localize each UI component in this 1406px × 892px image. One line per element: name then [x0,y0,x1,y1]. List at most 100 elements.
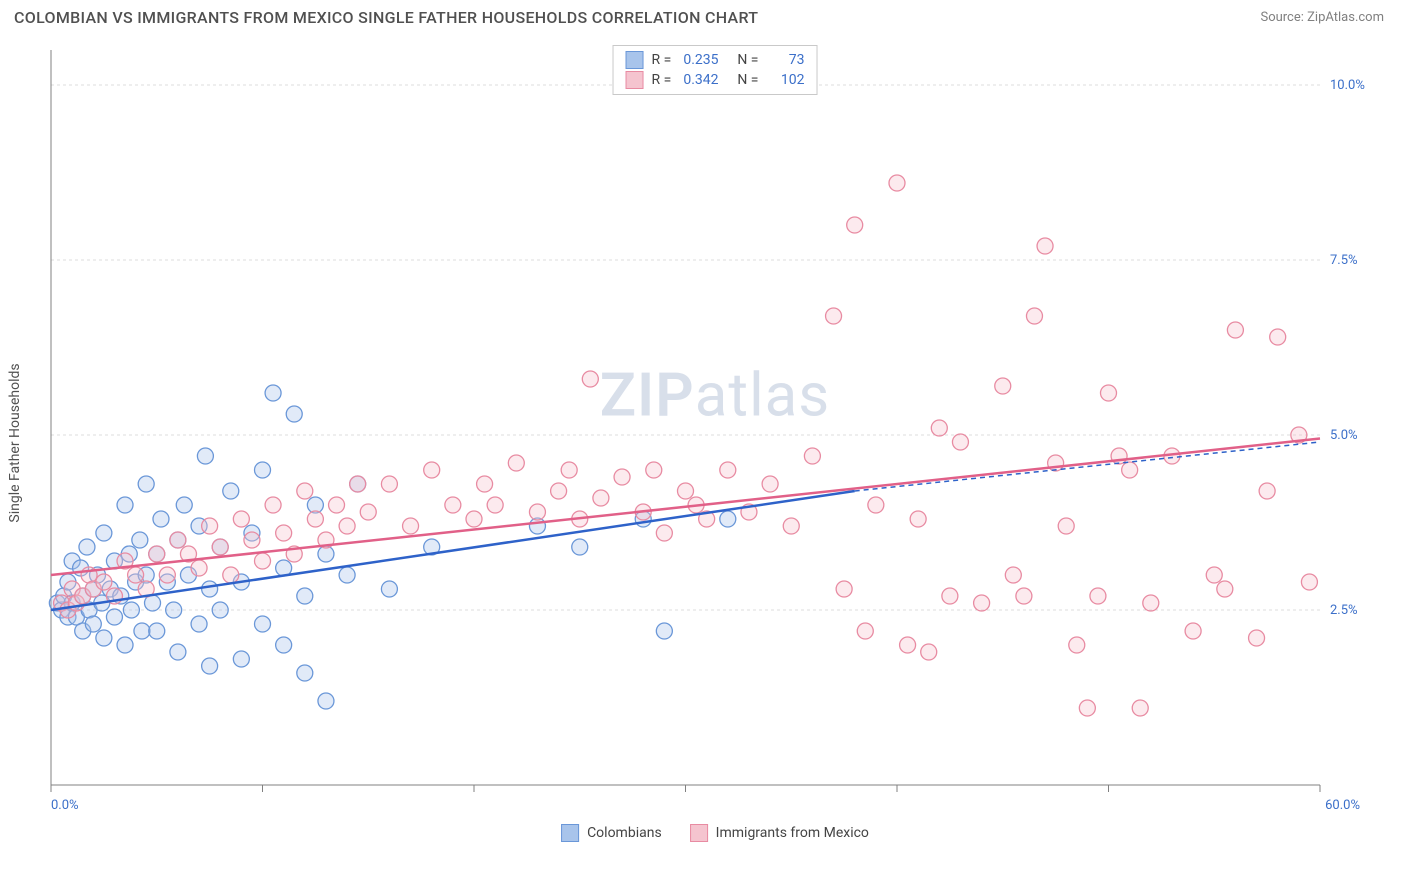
data-point [403,518,419,534]
data-point [255,553,271,569]
data-point [1270,329,1286,345]
data-point [1206,567,1222,583]
data-point [339,518,355,534]
y-axis-label: Single Father Households [7,363,23,522]
data-point [424,462,440,478]
data-point [995,378,1011,394]
legend-swatch-colombians-icon [561,824,579,842]
data-point [942,588,958,604]
data-point [826,308,842,324]
data-point [900,637,916,653]
data-point [921,644,937,660]
data-point [487,497,503,513]
data-point [656,525,672,541]
legend-swatch-mexico [626,71,644,89]
data-point [170,644,186,660]
data-point [96,630,112,646]
x-tick-label: 60.0% [1325,798,1360,813]
data-point [96,574,112,590]
data-point [255,616,271,632]
data-point [223,483,239,499]
data-point [1122,462,1138,478]
data-point [1101,385,1117,401]
data-point [197,448,213,464]
data-point [551,483,567,499]
data-point [233,511,249,527]
data-point [508,455,524,471]
data-point [1185,623,1201,639]
data-point [1016,588,1032,604]
legend-swatch-colombians [626,51,644,69]
data-point [176,497,192,513]
data-point [153,511,169,527]
data-point [360,504,376,520]
data-point [276,637,292,653]
data-point [286,406,302,422]
data-point [202,518,218,534]
y-tick-label: 7.5% [1330,253,1358,268]
legend-item-colombians: Colombians [561,824,662,842]
data-point [381,581,397,597]
legend-correlation: R = 0.235 N = 73 R = 0.342 N = 102 [613,45,818,95]
data-point [646,462,662,478]
data-point [1005,567,1021,583]
x-tick-label: 0.0% [51,798,79,813]
data-point [297,483,313,499]
data-point [614,469,630,485]
trend-line-colombians-ext [855,442,1320,491]
data-point [678,483,694,499]
data-point [868,497,884,513]
data-point [836,581,852,597]
data-point [117,497,133,513]
data-point [572,539,588,555]
y-tick-label: 5.0% [1330,428,1358,443]
data-point [202,658,218,674]
data-point [212,539,228,555]
data-point [1132,700,1148,716]
data-point [1227,322,1243,338]
data-point [276,525,292,541]
data-point [1037,238,1053,254]
legend-item-mexico: Immigrants from Mexico [690,824,869,842]
data-point [1090,588,1106,604]
data-point [85,616,101,632]
data-point [477,476,493,492]
data-point [170,532,186,548]
data-point [106,609,122,625]
data-point [1069,637,1085,653]
data-point [762,476,778,492]
data-point [931,420,947,436]
y-tick-label: 10.0% [1330,78,1365,93]
data-point [656,623,672,639]
y-tick-label: 2.5% [1330,603,1358,618]
data-point [138,476,154,492]
data-point [974,595,990,611]
data-point [1217,581,1233,597]
data-point [123,602,139,618]
data-point [1058,518,1074,534]
data-point [1301,574,1317,590]
data-point [128,567,144,583]
data-point [297,588,313,604]
data-point [783,518,799,534]
data-point [223,567,239,583]
data-point [910,511,926,527]
data-point [847,217,863,233]
data-point [1249,630,1265,646]
data-point [561,462,577,478]
plot-area: Single Father Households 2.5%5.0%7.5%10.… [45,45,1385,840]
data-point [1259,483,1275,499]
scatter-plot: 2.5% 5.0% 7.5% 10.0% 0.0% 60.0% [45,45,1385,840]
data-point [191,616,207,632]
data-point [1079,700,1095,716]
data-point [466,511,482,527]
data-point [96,525,112,541]
data-point [166,602,182,618]
data-point [318,693,334,709]
data-point [212,602,228,618]
data-point [889,175,905,191]
legend-series: Colombians Immigrants from Mexico [561,824,869,842]
data-point [191,560,207,576]
data-point [132,532,148,548]
data-point [350,476,366,492]
